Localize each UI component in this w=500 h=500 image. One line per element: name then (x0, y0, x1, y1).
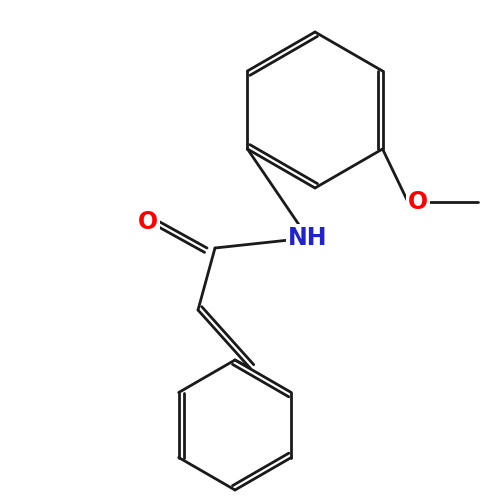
Text: O: O (138, 210, 158, 234)
Text: NH: NH (288, 226, 328, 250)
Text: O: O (408, 190, 428, 214)
